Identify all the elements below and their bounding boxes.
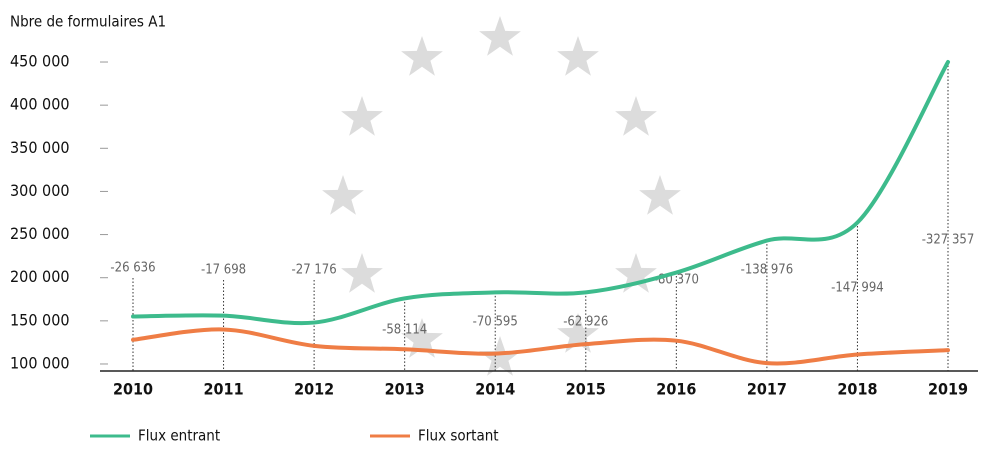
annotation: -58 114 [382, 323, 427, 338]
y-tick-label: 250 000 [10, 224, 70, 243]
y-tick-label: 100 000 [10, 353, 70, 372]
y-tick-label: 450 000 [10, 52, 70, 71]
y-tick-label: 350 000 [10, 138, 70, 157]
x-tick-label: 2014 [475, 380, 515, 399]
chart-title: Nbre de formulaires A1 [10, 13, 166, 31]
annotation: -147 994 [831, 281, 884, 296]
legend-label: Flux entrant [138, 427, 220, 445]
x-tick-label: 2017 [747, 380, 787, 399]
line [133, 62, 948, 323]
y-tick-label: 150 000 [10, 310, 70, 329]
x-tick-label: 2012 [294, 380, 334, 399]
x-tick-label: 2018 [837, 380, 877, 399]
legend-label: Flux sortant [418, 427, 499, 445]
annotation: -80 370 [654, 273, 699, 288]
x-tick-label: 2015 [566, 380, 606, 399]
y-tick-label: 200 000 [10, 267, 70, 286]
annotation: -62 926 [563, 315, 608, 330]
annotation: -27 176 [292, 263, 337, 278]
y-tick-label: 300 000 [10, 181, 70, 200]
annotation: -26 636 [110, 261, 155, 276]
x-tick-label: 2016 [656, 380, 696, 399]
annotation: -138 976 [741, 263, 794, 278]
line [133, 329, 948, 363]
chart: Nbre de formulaires A1 100 000 150 000 200… [0, 0, 989, 448]
annotation: -70 595 [473, 315, 518, 330]
x-tick-label: 2019 [928, 380, 968, 399]
x-tick-label: 2010 [113, 380, 153, 399]
annotation: -327 357 [922, 233, 975, 248]
annotation: -17 698 [201, 263, 246, 278]
x-tick-label: 2011 [204, 380, 244, 399]
x-tick-label: 2013 [385, 380, 425, 399]
y-tick-label: 400 000 [10, 95, 70, 114]
